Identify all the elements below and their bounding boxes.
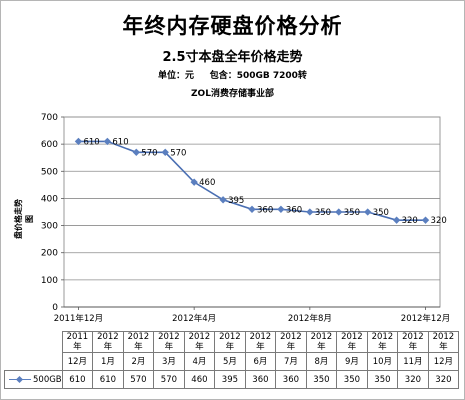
table-series-legend: 500GB [4,370,63,389]
table-header-month: 1月 [92,352,124,371]
table-header-year: 2012年 [366,331,399,353]
table-header-year: 2012年 [183,331,216,353]
y-tick-label: 300 [41,222,58,232]
table-cell: 350 [366,370,399,389]
table-row: 500GB 610 610 570 570 460 395 360 360 350 350 350 3… [4,370,460,389]
table-header-month: 7月 [275,352,307,371]
table-header-month: 12月 [61,352,94,371]
table-header-year: 2012年 [122,331,155,353]
table-corner [5,332,63,353]
data-point [132,148,140,156]
table-header-year: 2012年 [153,331,185,353]
table-header-year: 2011年 [61,331,94,353]
data-label: 360 [257,205,273,215]
data-point [103,137,112,146]
table-header-year: 2012年 [336,331,368,353]
table-cell: 360 [275,370,307,389]
data-label: 610 [83,137,99,147]
table-header-month: 2月 [122,352,155,371]
y-tick-label: 100 [41,276,58,286]
y-tick-label: 400 [41,194,58,204]
data-point [364,208,372,216]
data-label: 570 [170,148,186,158]
data-label: 460 [199,178,215,188]
table-cell: 570 [122,370,155,389]
data-point [248,205,256,213]
table-header-month: 4月 [183,352,216,371]
data-label: 395 [228,196,244,206]
y-tick-label: 0 [52,303,58,313]
data-label: 360 [286,205,302,215]
page-title: 年终内存硬盘价格分析 [122,14,343,38]
table-header-month: 9月 [336,352,368,371]
data-point [161,148,169,156]
table-cell: 570 [153,370,185,389]
table-header-month: 6月 [244,352,277,371]
y-tick-label: 600 [41,140,58,150]
table-header-row-year: 2011年 2012年 2012年 2012年 2012年 2012年 2012年 2012年… [5,331,460,353]
table-header-month: 10月 [366,352,399,371]
series-marker-icon [9,375,31,383]
data-label: 350 [315,208,331,218]
table-header-month: 3月 [153,352,185,371]
data-point [190,178,198,186]
data-label: 320 [431,216,447,226]
table-cell: 320 [397,370,429,389]
data-label: 610 [112,137,128,147]
table-cell: 350 [336,370,368,389]
data-label: 320 [402,216,418,226]
data-label: 350 [344,208,360,218]
table-cell: 610 [61,370,94,389]
data-label: 570 [141,148,157,158]
table-header-year: 2012年 [214,331,246,353]
table-header-year: 2012年 [244,331,277,353]
table-header-month: 8月 [305,352,338,371]
table-cell: 360 [244,370,277,389]
unit-line: 单位：元 包含：500GB 7200转 [158,71,307,81]
table-header-month: 12月 [427,352,460,371]
data-point [421,216,430,224]
data-point [335,208,343,216]
y-tick-label: 500 [41,167,58,177]
data-point [219,196,227,204]
data-point [392,216,401,224]
table-header-year: 2012年 [305,331,338,353]
data-point [74,137,83,146]
chart-subtitle: 2.5寸本盘全年价格走势 [162,50,303,65]
table-header-year: 2012年 [397,331,429,353]
table-cell: 350 [305,370,338,389]
table-corner [5,353,63,371]
table-cell: 610 [92,370,124,389]
x-tick-label: 2011年12月 [54,313,103,324]
x-tick-label: 2012年12月 [401,313,450,324]
table-series-label: 500GB [33,374,62,385]
department-line: ZOL消费存储事业部 [191,89,274,99]
table-cell: 395 [214,370,246,389]
table-cell: 320 [427,370,460,389]
table-header-month: 5月 [214,352,246,371]
data-label: 350 [373,208,389,218]
table-cell: 460 [183,370,216,389]
data-point [277,205,285,213]
x-tick-label: 2012年4月 [172,313,216,324]
table-header-row-month: 12月 1月 2月 3月 4月 5月 6月 7月 8月 9月 10月 11月 12月 [5,352,460,371]
data-table: 2011年 2012年 2012年 2012年 2012年 2012年 2012年 2012年… [4,331,460,389]
table-header-year: 2012年 [427,331,460,353]
x-tick-label: 2012年8月 [288,313,332,324]
table-header-year: 2012年 [92,331,124,353]
table-header-year: 2012年 [275,331,307,353]
table-header-month: 11月 [397,352,429,371]
data-point [306,208,314,216]
y-tick-label: 200 [41,249,58,259]
y-tick-label: 700 [41,113,58,123]
